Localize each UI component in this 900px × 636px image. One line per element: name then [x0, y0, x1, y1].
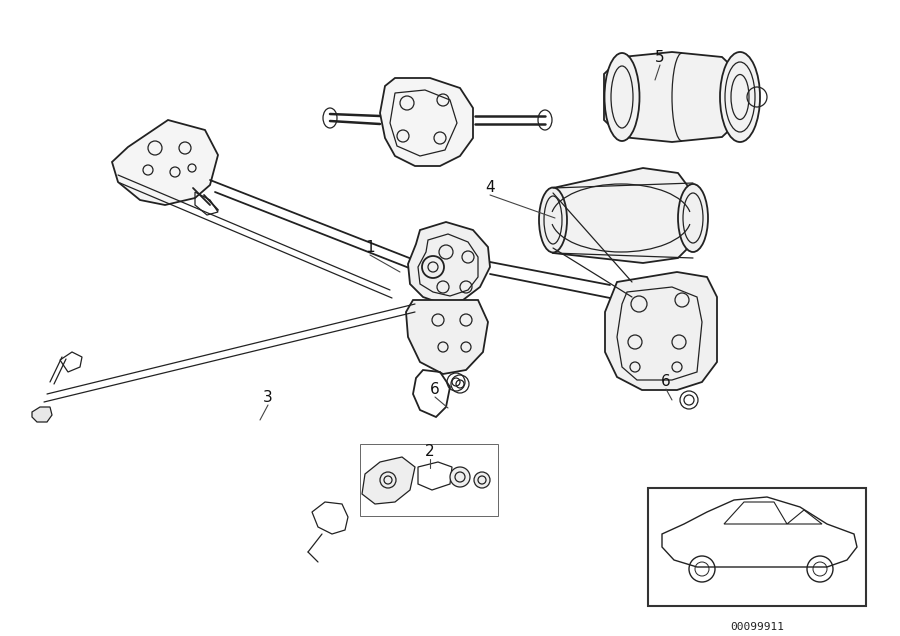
Text: 6: 6 — [430, 382, 440, 398]
Circle shape — [474, 472, 490, 488]
Text: 3: 3 — [263, 391, 273, 406]
Polygon shape — [605, 272, 717, 390]
Text: 5: 5 — [655, 50, 665, 66]
Text: 1: 1 — [365, 240, 374, 256]
Text: 00099911: 00099911 — [730, 622, 784, 632]
Circle shape — [450, 467, 470, 487]
Polygon shape — [32, 407, 52, 422]
Polygon shape — [112, 120, 218, 205]
Text: 2: 2 — [425, 445, 435, 459]
Text: 4: 4 — [485, 181, 495, 195]
Polygon shape — [553, 168, 693, 263]
Ellipse shape — [678, 184, 708, 252]
Polygon shape — [406, 300, 488, 374]
Polygon shape — [380, 78, 473, 166]
Ellipse shape — [605, 53, 640, 141]
Text: 6: 6 — [662, 375, 670, 389]
Bar — [360, 444, 498, 516]
Polygon shape — [408, 222, 490, 304]
Bar — [648, 488, 866, 606]
Ellipse shape — [539, 188, 567, 252]
Polygon shape — [604, 52, 740, 142]
Polygon shape — [362, 457, 415, 504]
Ellipse shape — [720, 52, 760, 142]
